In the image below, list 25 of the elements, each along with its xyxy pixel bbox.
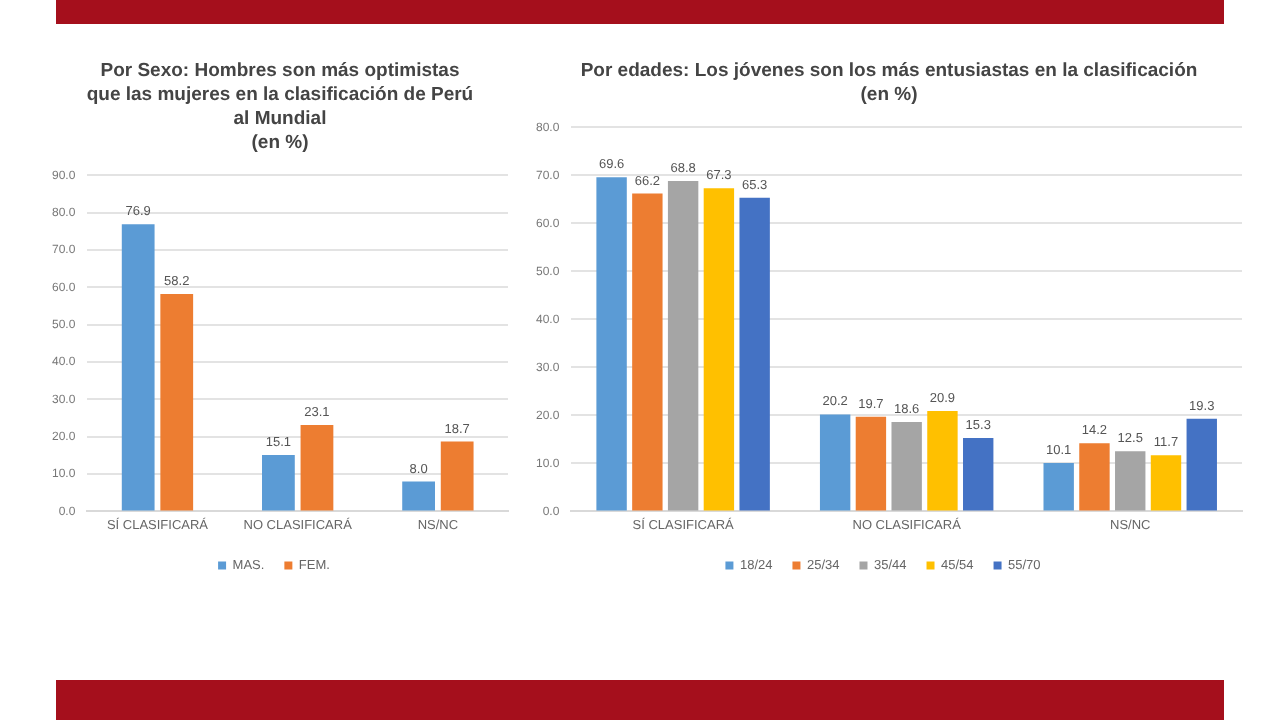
bar <box>402 481 435 511</box>
bar <box>121 224 155 511</box>
bar <box>855 416 887 511</box>
chart-title: Por Sexo: Hombres son más optimistas que las mujeres en la clasificación de Perú al Mundial <box>84 60 476 132</box>
chart-subtitle: (en %) <box>249 132 311 156</box>
bar <box>703 188 735 511</box>
chart-title: Por edades: Los jóvenes son los más entusiastas en la clasificación <box>578 60 1200 84</box>
bar <box>596 177 627 511</box>
bar <box>667 180 699 511</box>
bar <box>1079 443 1110 511</box>
bar <box>300 425 334 511</box>
bar <box>739 197 770 511</box>
bar <box>927 411 958 511</box>
bar <box>1115 451 1146 511</box>
chart-subtitle: (en %) <box>858 84 920 108</box>
bar <box>1043 462 1074 511</box>
bar <box>632 193 663 511</box>
bar <box>262 454 295 511</box>
bar <box>819 414 851 511</box>
bar <box>440 441 474 511</box>
bar <box>1150 455 1182 511</box>
bar <box>963 437 994 511</box>
bar <box>1186 418 1217 511</box>
bar <box>160 293 194 511</box>
bar <box>891 422 922 511</box>
